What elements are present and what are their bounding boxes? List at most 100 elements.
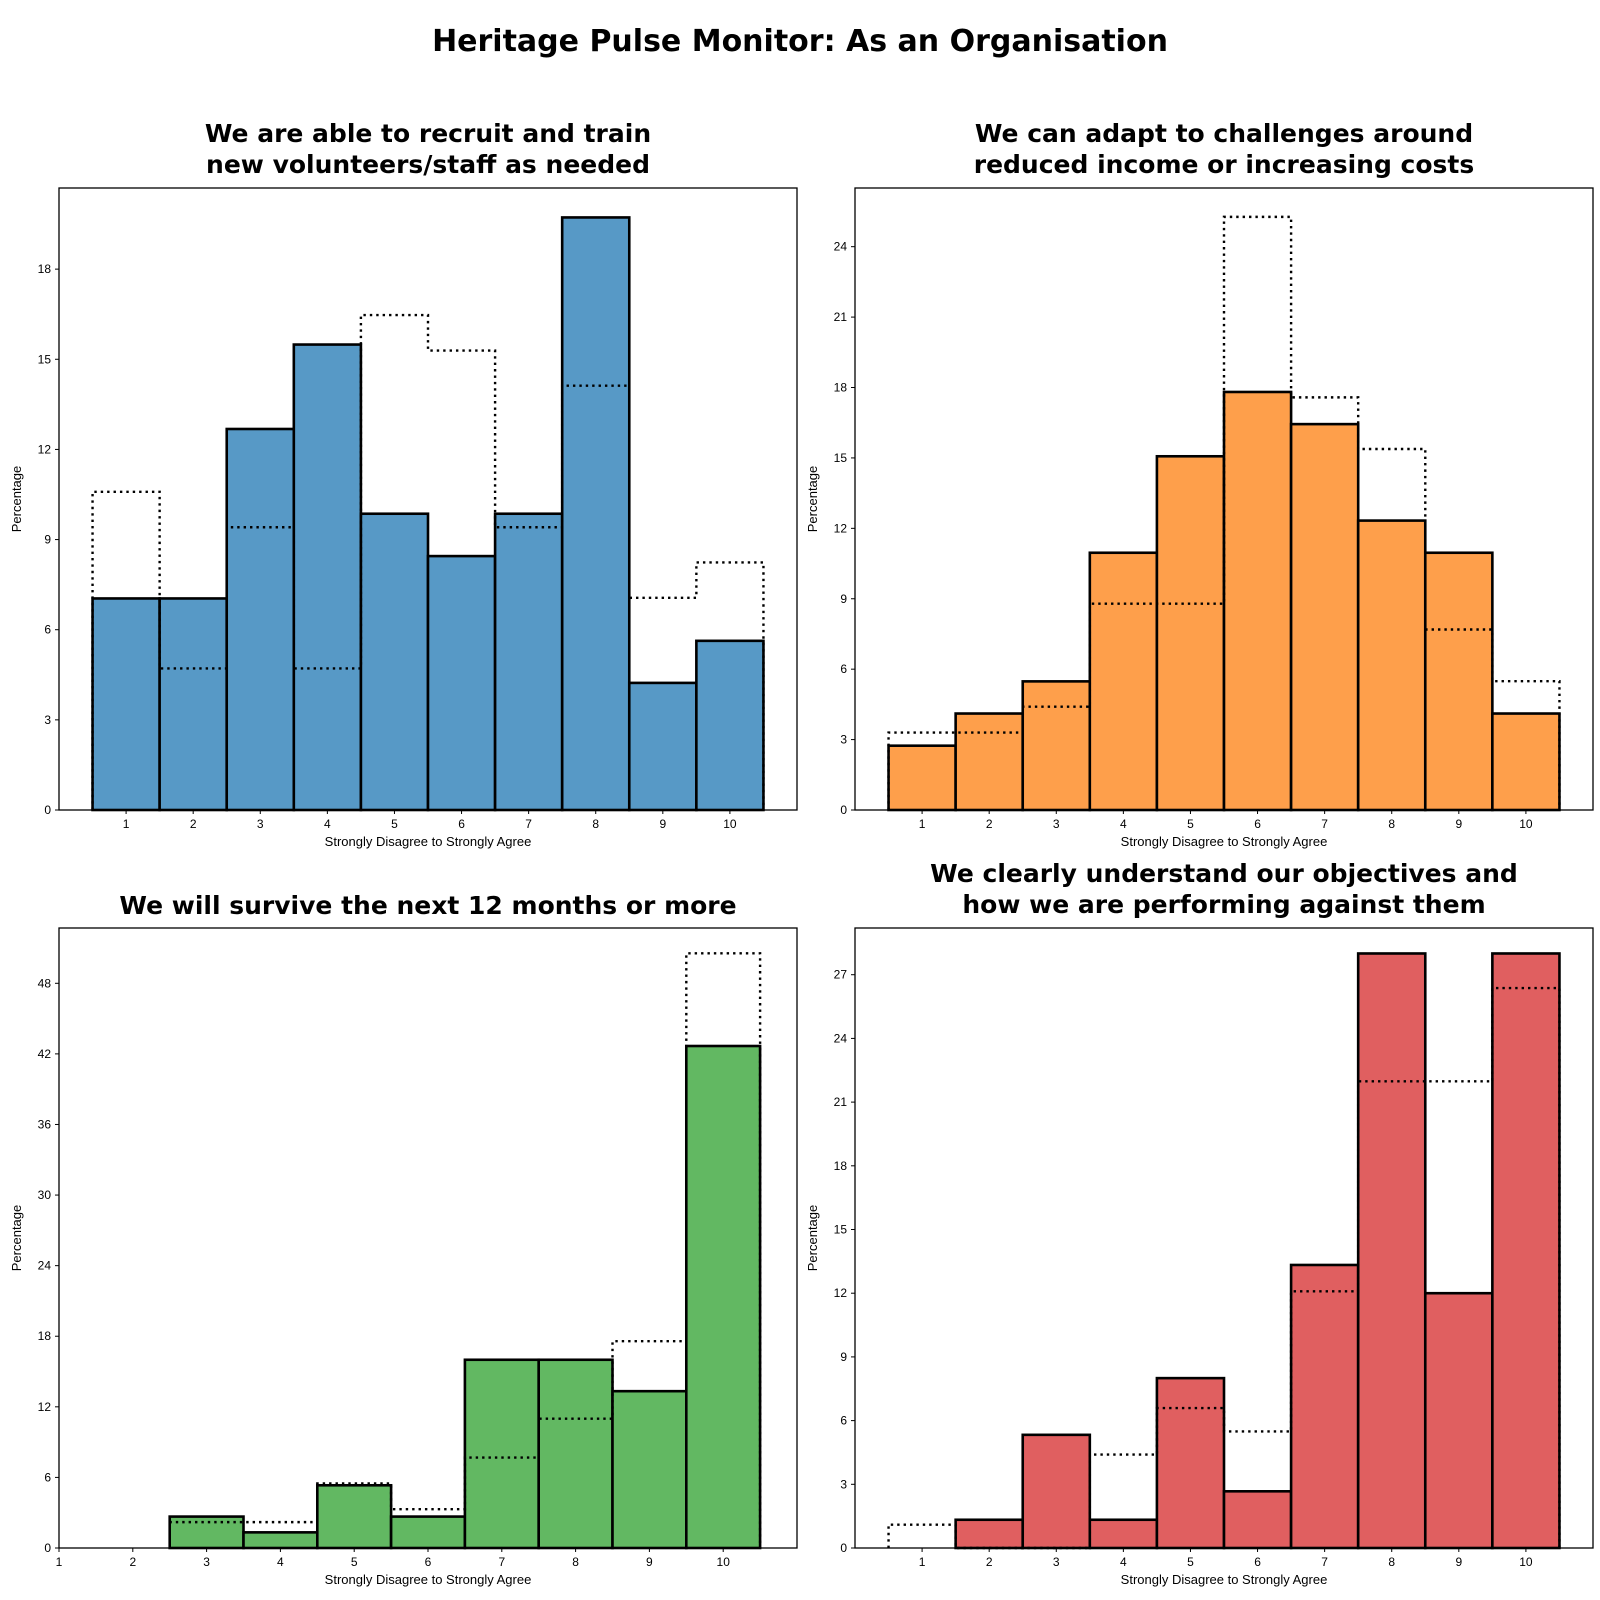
- bar-1: [91, 597, 161, 812]
- y-tick-label: 3: [44, 713, 51, 727]
- x-tick-label: 5: [351, 1555, 358, 1569]
- y-tick-label: 0: [840, 1541, 847, 1555]
- bar-8: [1356, 952, 1427, 1550]
- bar-5: [1155, 1376, 1226, 1550]
- benchmark-outline: [887, 986, 1561, 1550]
- y-tick-label: 24: [38, 1259, 52, 1273]
- x-tick-label: 4: [1120, 1555, 1127, 1569]
- y-tick-label: 15: [38, 352, 52, 366]
- x-tick-label: 5: [1187, 817, 1194, 831]
- x-tick-label: 9: [1455, 1555, 1462, 1569]
- x-tick-label: 2: [129, 1555, 136, 1569]
- x-tick-label: 4: [1120, 817, 1127, 831]
- x-tick-label: 10: [723, 817, 737, 831]
- y-tick-label: 18: [38, 262, 52, 276]
- bar-7: [493, 512, 564, 812]
- bar-8: [537, 1358, 614, 1550]
- bar-8: [560, 216, 631, 812]
- y-tick-label: 3: [840, 733, 847, 747]
- panel-title-recruit: We are able to recruit and train new vol…: [204, 119, 652, 179]
- bar-9: [1423, 1291, 1494, 1550]
- x-tick-label: 1: [123, 817, 130, 831]
- bar-3: [1021, 680, 1092, 812]
- y-axis-label: Percentage: [9, 466, 24, 533]
- x-tick-label: 7: [498, 1555, 505, 1569]
- bar-4: [1088, 1518, 1159, 1550]
- bar-6: [1222, 1490, 1293, 1550]
- y-tick-label: 12: [38, 1400, 52, 1414]
- x-tick-label: 9: [646, 1555, 653, 1569]
- bar-5: [359, 512, 430, 812]
- bar-4: [292, 343, 363, 812]
- panel-title-objectives: We clearly understand our objectives and…: [930, 859, 1518, 919]
- bar-3: [1021, 1433, 1092, 1550]
- y-tick-label: 36: [38, 1117, 52, 1131]
- x-tick-label: 8: [572, 1555, 579, 1569]
- y-tick-label: 9: [840, 1350, 847, 1364]
- x-tick-label: 7: [1321, 1555, 1328, 1569]
- bar-1: [887, 744, 957, 812]
- y-tick-label: 0: [44, 803, 51, 817]
- x-tick-label: 8: [1388, 817, 1395, 831]
- bar-2: [954, 712, 1025, 812]
- x-axis-label: Strongly Disagree to Strongly Agree: [1121, 834, 1328, 849]
- y-tick-label: 6: [840, 662, 847, 676]
- y-tick-label: 3: [840, 1477, 847, 1491]
- bar-2: [954, 1518, 1025, 1550]
- x-tick-label: 7: [525, 817, 532, 831]
- bar-10: [1491, 952, 1561, 1550]
- bar-4: [242, 1531, 319, 1550]
- bar-10: [684, 1044, 762, 1550]
- x-tick-label: 3: [257, 817, 264, 831]
- y-tick-label: 21: [834, 1095, 848, 1109]
- bar-9: [611, 1389, 688, 1550]
- y-tick-label: 15: [834, 451, 848, 465]
- x-tick-label: 2: [986, 1555, 993, 1569]
- y-tick-label: 48: [38, 976, 52, 990]
- x-tick-label: 10: [1519, 817, 1533, 831]
- bar-6: [1222, 390, 1293, 812]
- y-tick-label: 0: [840, 803, 847, 817]
- y-tick-label: 24: [834, 240, 848, 254]
- x-tick-label: 9: [659, 817, 666, 831]
- x-tick-label: 6: [458, 817, 465, 831]
- bar-3: [225, 427, 296, 812]
- y-tick-label: 9: [840, 592, 847, 606]
- y-tick-label: 18: [834, 381, 848, 395]
- y-tick-label: 0: [44, 1541, 51, 1555]
- panel-title-survive: We will survive the next 12 months or mo…: [119, 891, 737, 920]
- bar-8: [1356, 519, 1427, 812]
- y-tick-label: 27: [834, 968, 848, 982]
- x-axis-label: Strongly Disagree to Strongly Agree: [325, 1572, 532, 1587]
- x-tick-label: 3: [1053, 817, 1060, 831]
- y-tick-label: 6: [44, 1470, 51, 1484]
- benchmark-outline: [887, 215, 1561, 810]
- bar-2: [158, 597, 229, 812]
- bar-7: [1289, 422, 1360, 812]
- figure-title: Heritage Pulse Monitor: As an Organisati…: [432, 24, 1168, 59]
- x-tick-label: 1: [919, 817, 926, 831]
- bar-10: [695, 639, 765, 812]
- y-tick-label: 18: [834, 1159, 848, 1173]
- y-tick-label: 42: [38, 1047, 52, 1061]
- bar-5: [1155, 454, 1226, 812]
- y-axis-label: Percentage: [805, 466, 820, 533]
- y-axis-label: Percentage: [805, 1205, 820, 1272]
- x-tick-label: 10: [717, 1555, 731, 1569]
- y-tick-label: 12: [834, 1286, 848, 1300]
- bar-4: [1088, 551, 1159, 812]
- bar-9: [627, 681, 698, 812]
- y-tick-label: 6: [840, 1414, 847, 1428]
- benchmark-outline: [168, 952, 762, 1548]
- bar-6: [426, 554, 497, 812]
- x-tick-label: 5: [1187, 1555, 1194, 1569]
- y-tick-label: 12: [834, 521, 848, 535]
- x-tick-label: 7: [1321, 817, 1328, 831]
- x-tick-label: 2: [986, 817, 993, 831]
- y-tick-label: 18: [38, 1329, 52, 1343]
- x-tick-label: 8: [592, 817, 599, 831]
